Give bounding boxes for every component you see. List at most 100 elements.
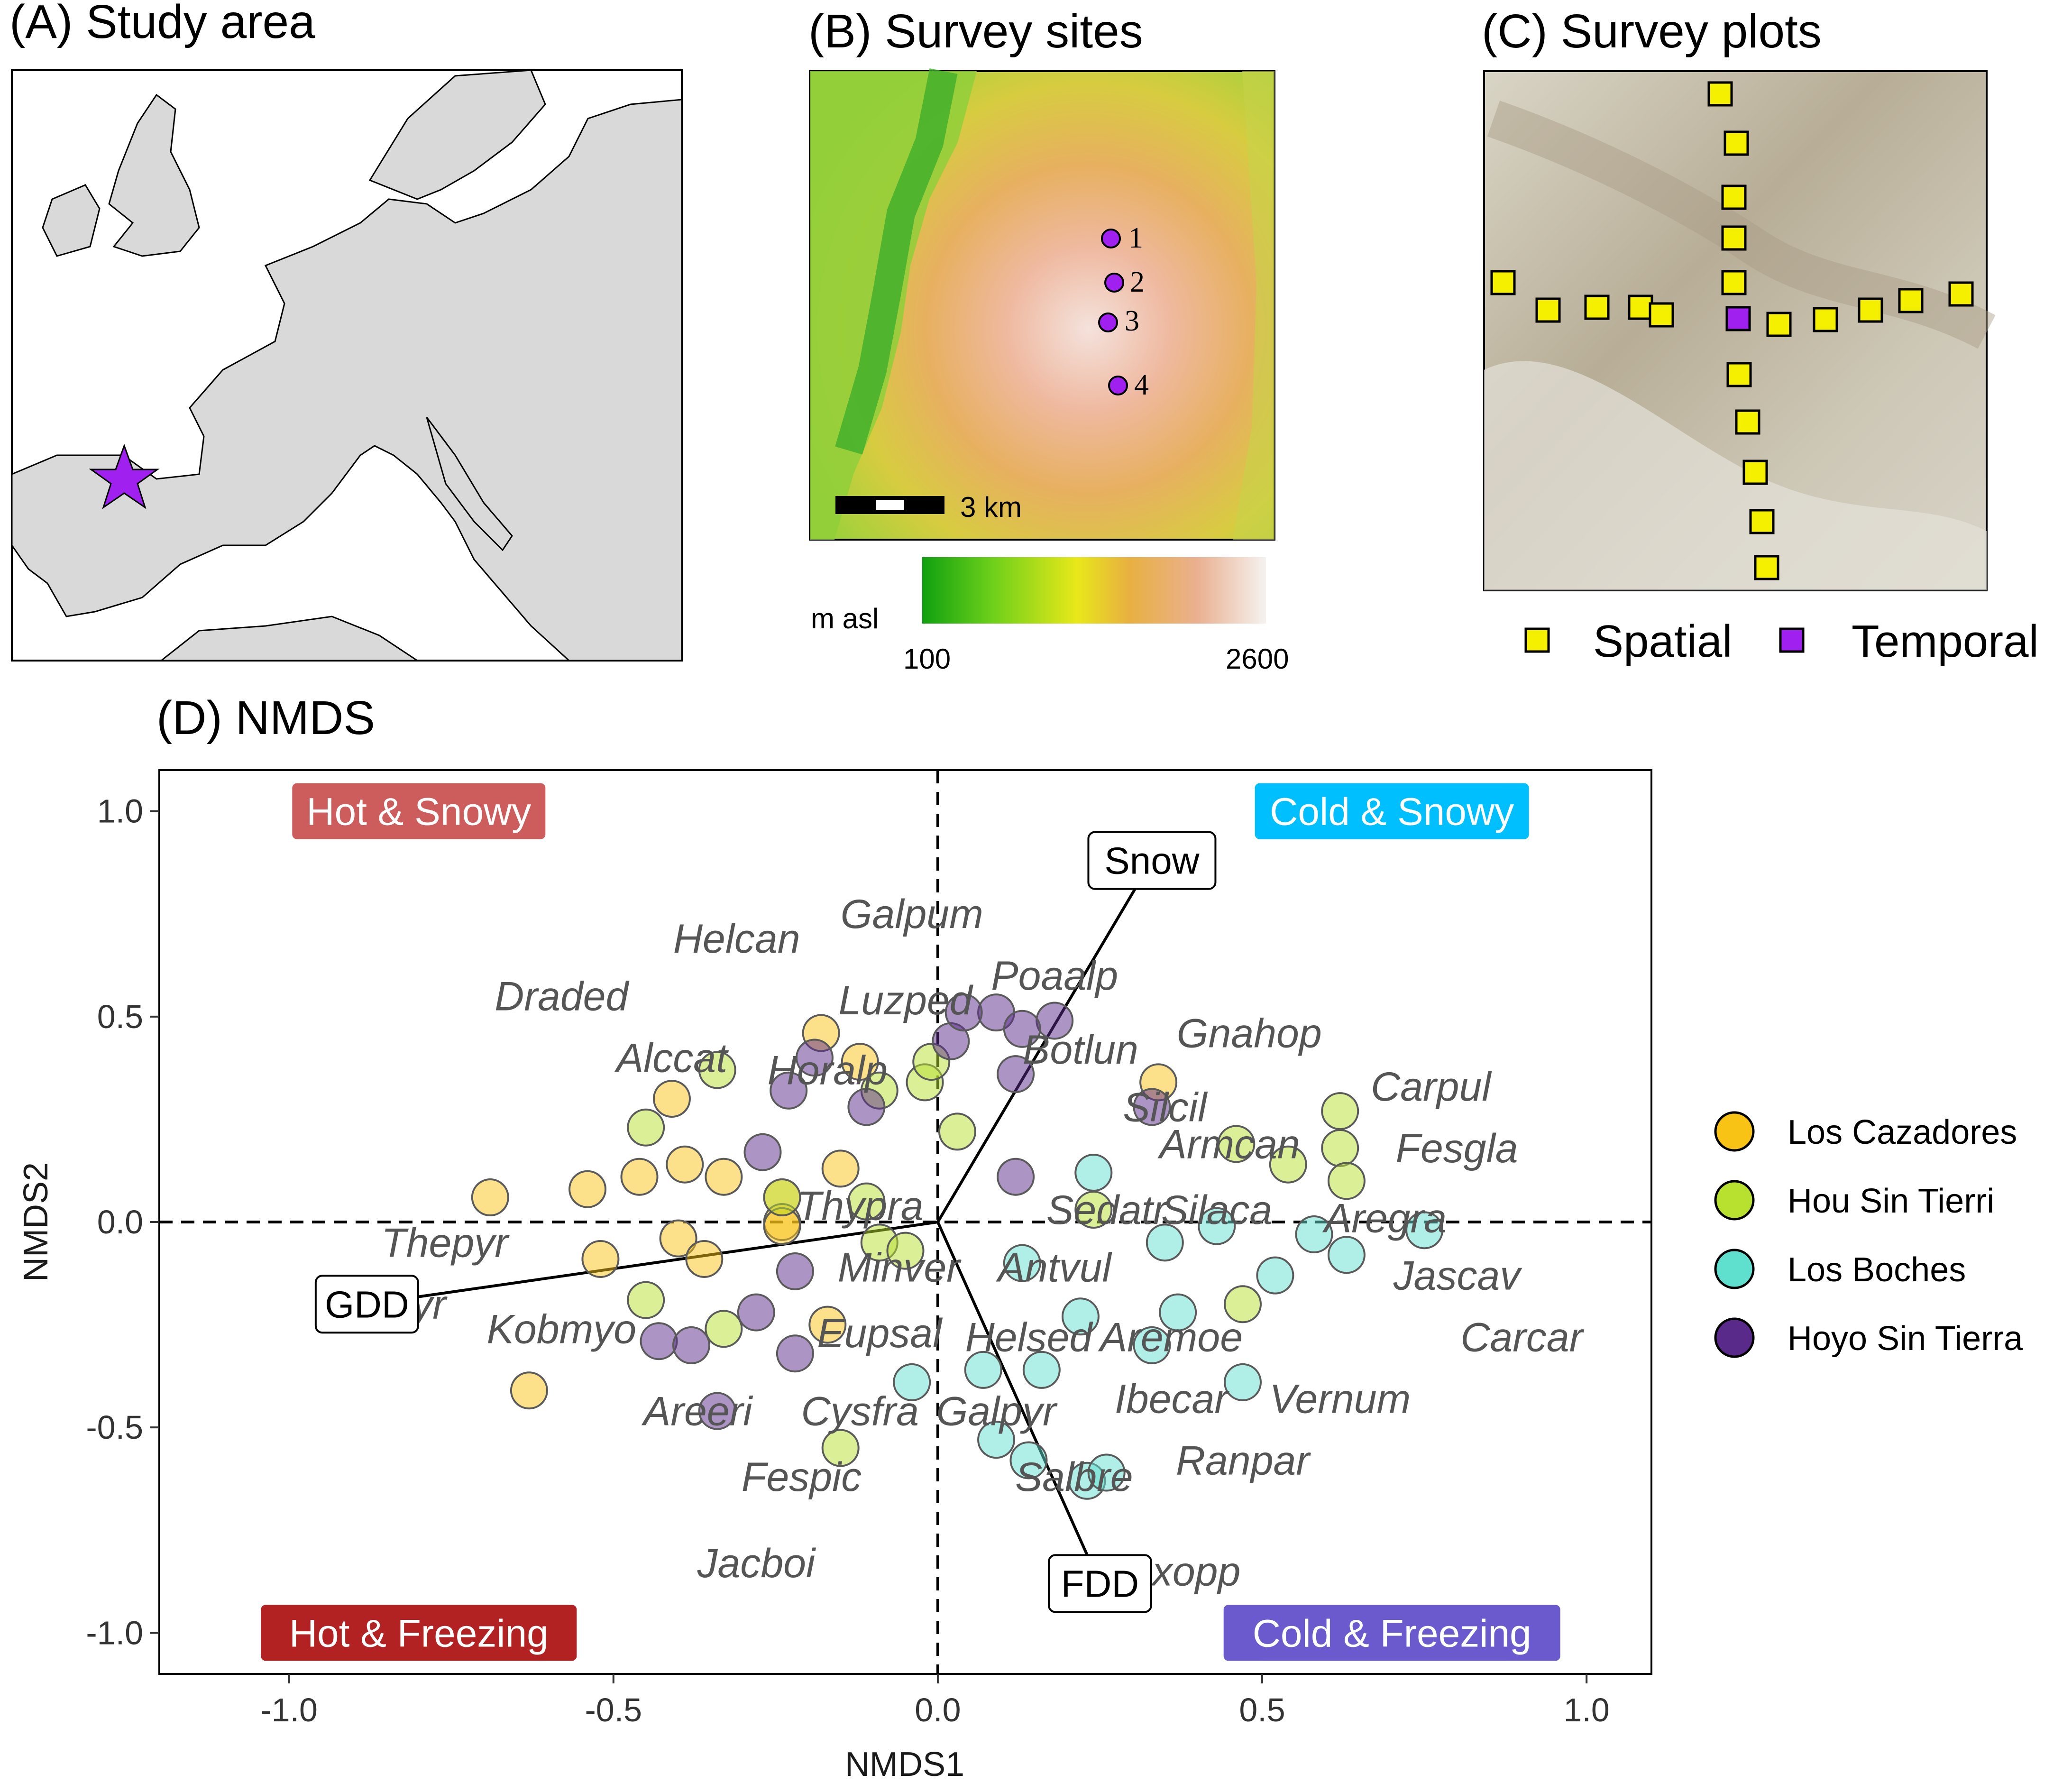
ireland-shape [42, 184, 101, 257]
point-hou-sin-tierri [705, 1310, 743, 1348]
vector-label: Snow [1104, 840, 1199, 882]
nmds-chart: Galpum Helcan Poaalp Draded Luzped Gnahop Botl… [17, 769, 1652, 1783]
legend-label: Hoyo Sin Tierra [1788, 1320, 2023, 1358]
point-hou-sin-tierri [821, 1429, 860, 1467]
vector-label: FDD [1061, 1562, 1139, 1605]
species-label: Sedatr [1046, 1187, 1168, 1233]
point-hoyo-sin-tierra [776, 1252, 814, 1290]
species-label: Thypra [797, 1183, 924, 1229]
point-los-cazadores [666, 1145, 704, 1184]
point-los-boches [1198, 1207, 1236, 1245]
y-tick-label: 0.0 [97, 1204, 143, 1241]
legend-label: Hou Sin Tierri [1788, 1182, 1994, 1220]
point-los-boches [1074, 1154, 1113, 1192]
y-ticks: 1.0 0.5 0.0 -0.5 -1.0 [86, 793, 159, 1651]
point-hou-sin-tierri [1321, 1129, 1359, 1167]
temporal-plot-marker [1725, 306, 1751, 331]
scale-bar [835, 496, 944, 514]
africa-shape [159, 616, 420, 662]
point-los-cazadores [685, 1240, 724, 1278]
species-label: Silaca [1161, 1187, 1272, 1233]
species-label: Ibecar [1115, 1377, 1229, 1422]
point-hoyo-sin-tierra [672, 1326, 710, 1364]
x-ticks: -1.0 -0.5 0.0 0.5 1.0 [260, 1674, 1610, 1728]
quadrant-labels: Hot & Snowy Cold & Snowy Hot & Freezing Col… [261, 783, 1560, 1661]
vector-line-gdd [367, 1221, 938, 1306]
panel-b-title: (B) Survey sites [808, 5, 1143, 58]
point-los-boches [893, 1363, 931, 1401]
spatial-plot-marker [1726, 362, 1752, 387]
britain-shape [108, 93, 200, 257]
species-label: Fesgla [1395, 1126, 1518, 1171]
italy-shape [426, 417, 513, 551]
point-los-boches [1405, 1211, 1444, 1250]
spatial-plot-marker [1754, 555, 1779, 580]
legend-key [1714, 1249, 1755, 1289]
legend-label: Los Boches [1788, 1251, 1966, 1289]
species-label: Draded [495, 974, 630, 1020]
panel-a-title: (A) Study area [9, 0, 315, 48]
elevation-min: 100 [903, 643, 951, 675]
env-vectors [367, 860, 1154, 1584]
point-hoyo-sin-tierra [737, 1293, 775, 1332]
point-los-boches [1146, 1223, 1184, 1262]
point-hou-sin-tierri [698, 1051, 736, 1089]
x-tick-label: 1.0 [1564, 1691, 1610, 1728]
species-label: Aregra [1322, 1195, 1447, 1241]
point-los-boches [1327, 1236, 1366, 1274]
legend-label: Los Cazadores [1788, 1113, 2017, 1151]
spatial-plot-marker [1813, 307, 1838, 332]
spatial-plot-marker [1766, 312, 1792, 337]
spatial-plot-marker [1584, 294, 1610, 320]
point-los-boches [1256, 1256, 1294, 1295]
vector-label-box [1087, 831, 1217, 890]
point-los-boches [1087, 1453, 1126, 1492]
spatial-plot-marker [1490, 270, 1516, 295]
quadrant-label-top-left: Hot & Snowy [306, 790, 531, 834]
vector-line-snow [936, 860, 1154, 1223]
site-1-marker [1101, 229, 1121, 248]
scandinavia-shape [368, 69, 546, 200]
y-axis-title: NMDS2 [17, 1162, 55, 1282]
vector-label-box [1047, 1554, 1152, 1613]
quadrant-label-top-right: Cold & Snowy [1270, 790, 1514, 834]
species-label: Botlun [1023, 1027, 1138, 1073]
species-label: Galpyr [936, 1389, 1058, 1434]
point-hoyo-sin-tierra [776, 1334, 814, 1373]
species-label: Antvul [996, 1245, 1113, 1290]
spatial-plot-marker [1858, 297, 1883, 323]
site-1-label: 1 [1128, 222, 1143, 254]
quadrant-box-bottom-right [1223, 1605, 1560, 1661]
point-los-boches [1061, 1297, 1100, 1336]
spatial-plot-marker [1948, 281, 1974, 307]
point-hou-sin-tierri [763, 1178, 801, 1217]
species-label: Vernum [1269, 1377, 1411, 1422]
europe-map [11, 69, 683, 662]
point-los-boches [1003, 1244, 1041, 1282]
point-hoyo-sin-tierra [743, 1133, 782, 1171]
point-los-cazadores [568, 1170, 607, 1208]
vector-label: GDD [325, 1283, 409, 1325]
point-los-cazadores [652, 1080, 691, 1118]
spatial-plot-marker [1749, 509, 1775, 534]
species-label: Ranpar [1176, 1438, 1311, 1483]
temporal-legend-key [1779, 627, 1805, 653]
point-hou-sin-tierri [1327, 1162, 1366, 1200]
point-hoyo-sin-tierra [795, 1038, 834, 1077]
spatial-plot-marker [1721, 184, 1747, 210]
legend-key [1714, 1111, 1755, 1152]
plots-legend: Spatial Temporal [1524, 616, 2039, 667]
x-axis-title: NMDS1 [845, 1746, 964, 1783]
point-hou-sin-tierri [847, 1182, 886, 1221]
point-los-boches [1009, 1441, 1048, 1480]
quadrant-label-bottom-right: Cold & Freezing [1253, 1612, 1531, 1655]
x-tick-label: 0.5 [1239, 1691, 1285, 1728]
quadrant-box-bottom-left [261, 1605, 577, 1661]
point-hoyo-sin-tierra [997, 1158, 1035, 1196]
vector-label-box [314, 1275, 419, 1334]
point-los-cazadores [821, 1149, 860, 1188]
site-2-label: 2 [1130, 266, 1145, 298]
site-3-marker [1098, 312, 1118, 332]
y-tick-label: 1.0 [97, 793, 143, 830]
